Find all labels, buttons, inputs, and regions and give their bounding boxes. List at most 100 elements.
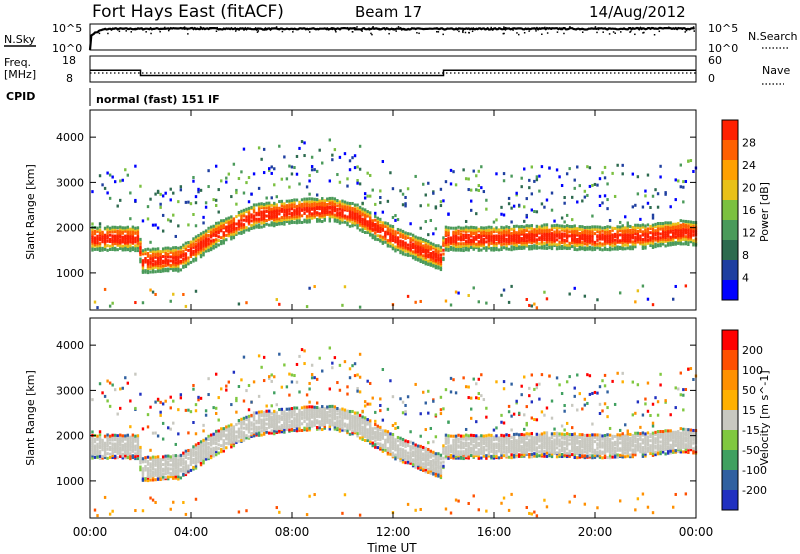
power-cell [172,249,175,253]
velocity-cell [139,461,142,465]
power-cell [346,184,349,188]
power-cell [555,243,559,247]
velocity-cell [220,429,223,433]
power-cell [636,226,640,230]
power-cell [603,232,607,236]
power-cell [116,226,119,230]
power-cell [593,227,597,231]
velocity-cell [490,440,493,444]
power-cell [459,242,463,246]
velocity-cell [131,442,135,446]
velocity-cell [480,443,483,447]
power-cell [603,176,607,180]
power-cell [432,264,435,268]
velocity-cell [374,436,377,440]
power-cell [565,235,569,239]
velocity-cell [172,457,175,461]
power-cell [396,240,400,244]
power-cell [298,214,301,218]
nsky-dot [193,27,196,29]
power-cell [563,225,566,229]
power-cell [318,212,321,216]
velocity-cell [149,456,152,460]
power-cell [591,230,594,234]
power-cell [275,217,278,221]
velocity-cell [348,367,352,371]
power-cell [247,206,251,210]
power-cell [626,221,629,225]
velocity-cell [119,446,122,450]
power-cell [146,271,150,275]
velocity-cell [103,434,107,438]
velocity-cell [432,452,435,456]
velocity-cell [358,513,362,517]
velocity-cell [121,452,124,456]
velocity-cell [268,425,271,429]
velocity-cell [214,406,218,410]
power-cell [528,245,531,249]
power-cell [197,244,200,248]
velocity-cell [275,403,278,407]
velocity-cell [268,375,271,379]
power-cell [611,226,614,230]
power-cell [346,177,349,181]
velocity-cell [197,444,200,448]
velocity-cell [419,449,422,453]
velocity-cell [124,376,127,380]
nsky-dot [468,32,470,34]
power-cell [593,245,597,249]
power-cell [217,243,220,247]
nsky-dot [653,33,656,36]
power-cell [396,236,400,240]
power-cell [434,205,438,209]
velocity-cell [134,457,137,461]
velocity-cell [255,419,258,423]
power-cell [533,230,536,234]
velocity-cell [394,438,397,442]
power-cell [331,202,334,206]
power-cell [540,240,544,244]
power-cell [442,199,445,203]
power-cell [626,243,629,247]
velocity-cell [444,440,448,444]
power-cell [164,191,167,195]
power-cell [399,249,402,253]
velocity-cell [401,460,405,464]
velocity-cell [197,450,200,454]
velocity-cell [91,443,94,447]
velocity-cell [490,444,493,448]
velocity-cell [487,450,491,454]
power-cell [293,217,296,221]
velocity-cell [374,410,377,414]
power-cell [167,263,170,267]
power-cell [459,226,463,230]
velocity-cell [96,434,99,438]
power-cell [672,222,675,226]
power-cell [510,174,513,178]
power-cell [96,306,99,310]
velocity-cell [422,453,425,457]
velocity-cell [366,402,369,406]
velocity-cell [321,409,324,413]
nsky-dot [418,32,420,35]
power-cell [495,241,498,245]
power-cell [399,243,402,247]
power-cell [283,210,286,214]
velocity-cell [252,422,256,426]
velocity-cell [227,427,231,431]
power-cell [505,229,508,233]
nave-lo-tick: 0 [708,72,715,85]
power-cell [93,232,97,236]
power-cell [424,241,427,245]
power-cell [298,219,301,223]
velocity-cell [295,429,299,433]
velocity-cell [232,370,236,374]
power-cell [159,259,162,263]
power-cell [669,205,672,209]
power-cell [409,243,412,247]
velocity-cell [369,432,372,436]
power-cell [230,237,233,241]
power-cell [677,241,680,245]
power-cell [126,244,130,248]
velocity-cell [169,475,172,479]
